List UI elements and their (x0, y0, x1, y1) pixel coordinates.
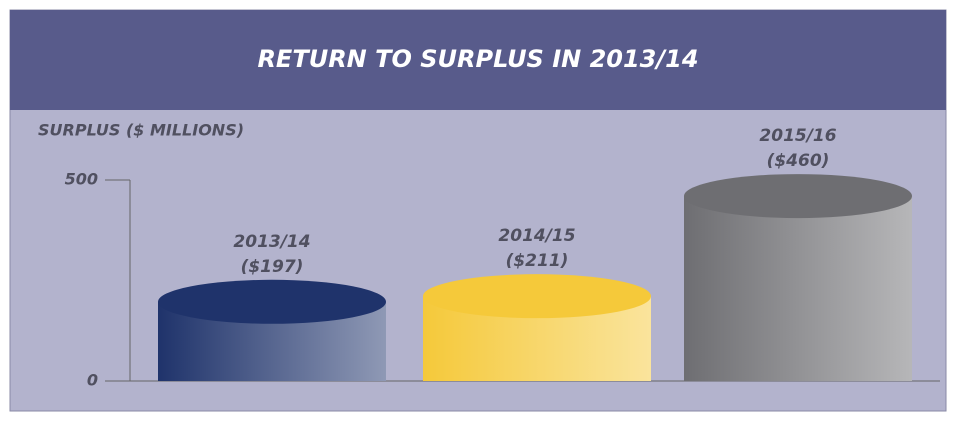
chart-title: RETURN TO SURPLUS IN 2013/14 (257, 45, 698, 73)
y-tick-label: 0 (87, 371, 98, 390)
cylinder-top (423, 274, 651, 319)
cylinder-shine (684, 196, 912, 381)
category-label: 2015/16 (759, 126, 836, 146)
category-label: 2014/15 (498, 226, 575, 246)
cylinder-top (684, 174, 912, 219)
y-tick-label: 500 (65, 170, 98, 189)
value-label: ($197) (241, 257, 304, 277)
category-label: 2013/14 (233, 232, 310, 252)
cylinder-top (158, 279, 386, 324)
value-label: ($460) (767, 151, 830, 171)
y-axis-label: SURPLUS ($ MILLIONS) (38, 121, 244, 140)
value-label: ($211) (506, 251, 569, 271)
header (10, 10, 946, 110)
